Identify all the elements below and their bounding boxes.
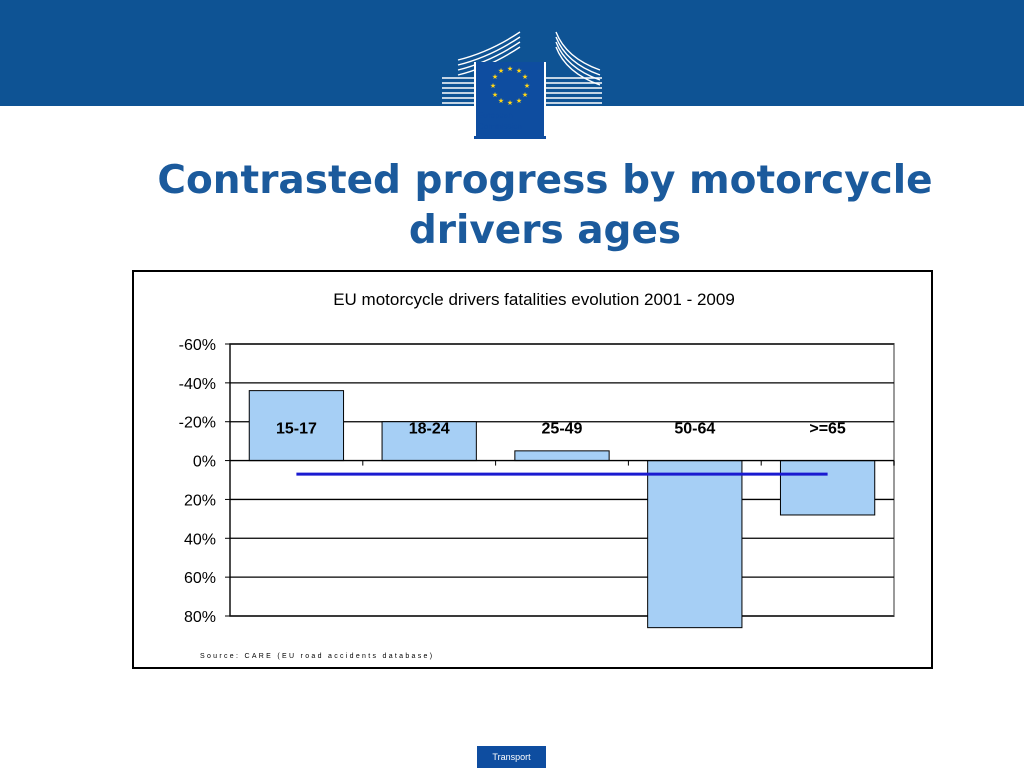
- svg-text:★: ★: [522, 91, 528, 99]
- chart-title: EU motorcycle drivers fatalities evoluti…: [333, 290, 735, 309]
- bar->=65: [779, 460, 876, 516]
- svg-text:★: ★: [524, 82, 530, 90]
- svg-text:★: ★: [516, 67, 522, 75]
- svg-text:★: ★: [498, 67, 504, 75]
- eu-flag-icon: ★ ★ ★ ★ ★ ★ ★ ★ ★ ★ ★ ★: [476, 62, 544, 138]
- category-label: 15-17: [276, 421, 317, 438]
- chart-source-note: Source: CARE (EU road accidents database…: [200, 653, 435, 660]
- logo-text-line2: Commission: [478, 122, 523, 131]
- bar-50-64: [647, 460, 743, 629]
- y-tick-label: -60%: [179, 337, 216, 354]
- svg-text:★: ★: [492, 91, 498, 99]
- transport-badge: Transport: [477, 746, 546, 768]
- european-commission-logo: ★ ★ ★ ★ ★ ★ ★ ★ ★ ★ ★ ★ European Commission: [440, 30, 606, 172]
- svg-text:★: ★: [522, 73, 528, 81]
- svg-text:★: ★: [507, 99, 513, 107]
- bar-18-24: [381, 421, 477, 462]
- chart-frame: EU motorcycle drivers fatalities evoluti…: [132, 270, 933, 669]
- logo-underline: [474, 136, 546, 139]
- bar-25-49: [514, 450, 610, 462]
- y-tick-label: 80%: [184, 609, 216, 626]
- y-tick-label: 40%: [184, 531, 216, 548]
- y-tick-label: 60%: [184, 570, 216, 587]
- category-label: 50-64: [674, 421, 715, 438]
- logo-building-lines: [442, 31, 602, 109]
- y-tick-label: -40%: [179, 376, 216, 393]
- category-label: >=65: [809, 421, 846, 438]
- logo-text-line1: European: [478, 111, 513, 120]
- category-label: 18-24: [409, 421, 450, 438]
- slide-title: Contrasted progress by motorcycle driver…: [157, 158, 933, 253]
- svg-text:★: ★: [507, 65, 513, 73]
- svg-text:★: ★: [516, 97, 522, 105]
- svg-text:★: ★: [498, 97, 504, 105]
- chart: EU motorcycle drivers fatalities evoluti…: [179, 290, 895, 629]
- svg-text:★: ★: [492, 73, 498, 81]
- y-tick-label: 0%: [193, 454, 216, 471]
- svg-text:★: ★: [490, 82, 496, 90]
- category-label: 25-49: [542, 421, 583, 438]
- y-tick-label: -20%: [179, 415, 216, 432]
- y-tick-label: 20%: [184, 492, 216, 509]
